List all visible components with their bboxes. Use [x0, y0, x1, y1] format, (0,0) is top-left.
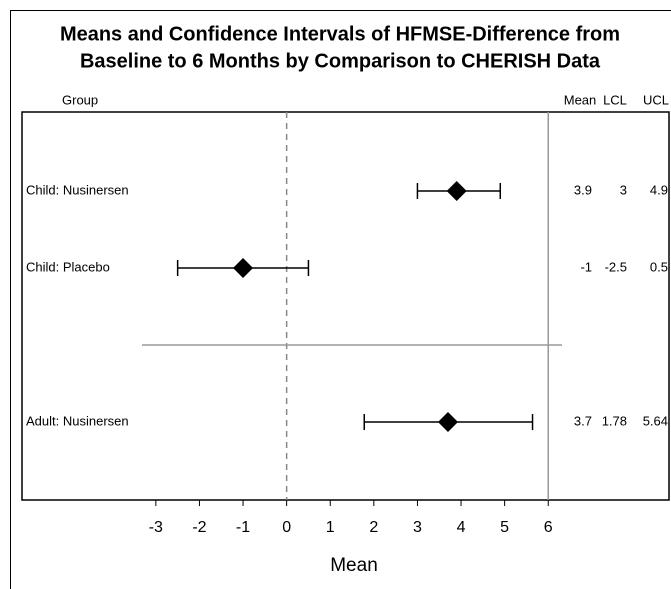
mean-marker	[233, 258, 254, 278]
mean-marker	[437, 412, 458, 432]
chart-title: Baseline to 6 Months by Comparison to CH…	[80, 50, 601, 72]
table-value: -1	[580, 259, 592, 274]
group-header: Group	[62, 92, 98, 107]
table-value: 3.9	[574, 182, 592, 197]
chart-title: Means and Confidence Intervals of HFMSE-…	[60, 23, 620, 45]
table-value: -2.5	[605, 259, 627, 274]
column-header: UCL	[643, 92, 669, 107]
table-value: 5.64	[643, 413, 668, 428]
plot-frame	[21, 111, 670, 501]
x-tick-label: 4	[457, 519, 466, 536]
column-header: Mean	[564, 92, 597, 107]
x-tick-label: -2	[192, 519, 206, 536]
x-tick-label: 2	[369, 519, 378, 536]
x-tick-label: -1	[236, 519, 250, 536]
column-header: LCL	[603, 92, 627, 107]
x-tick-label: 1	[326, 519, 335, 536]
mean-marker	[446, 181, 467, 201]
x-tick-label: 3	[413, 519, 422, 536]
x-tick-label: 0	[282, 519, 291, 536]
x-tick-label: -3	[149, 519, 163, 536]
x-axis-label: Mean	[330, 555, 378, 576]
category-label: Adult: Nusinersen	[26, 413, 129, 428]
table-value: 4.9	[650, 182, 668, 197]
x-tick-label: 6	[544, 519, 553, 536]
category-label: Child: Placebo	[26, 259, 110, 274]
table-value: 1.78	[602, 413, 627, 428]
outer-frame	[10, 10, 671, 589]
table-value: 0.5	[650, 259, 668, 274]
table-value: 3.7	[574, 413, 592, 428]
x-tick-label: 5	[500, 519, 509, 536]
category-label: Child: Nusinersen	[26, 182, 129, 197]
table-value: 3	[620, 182, 627, 197]
